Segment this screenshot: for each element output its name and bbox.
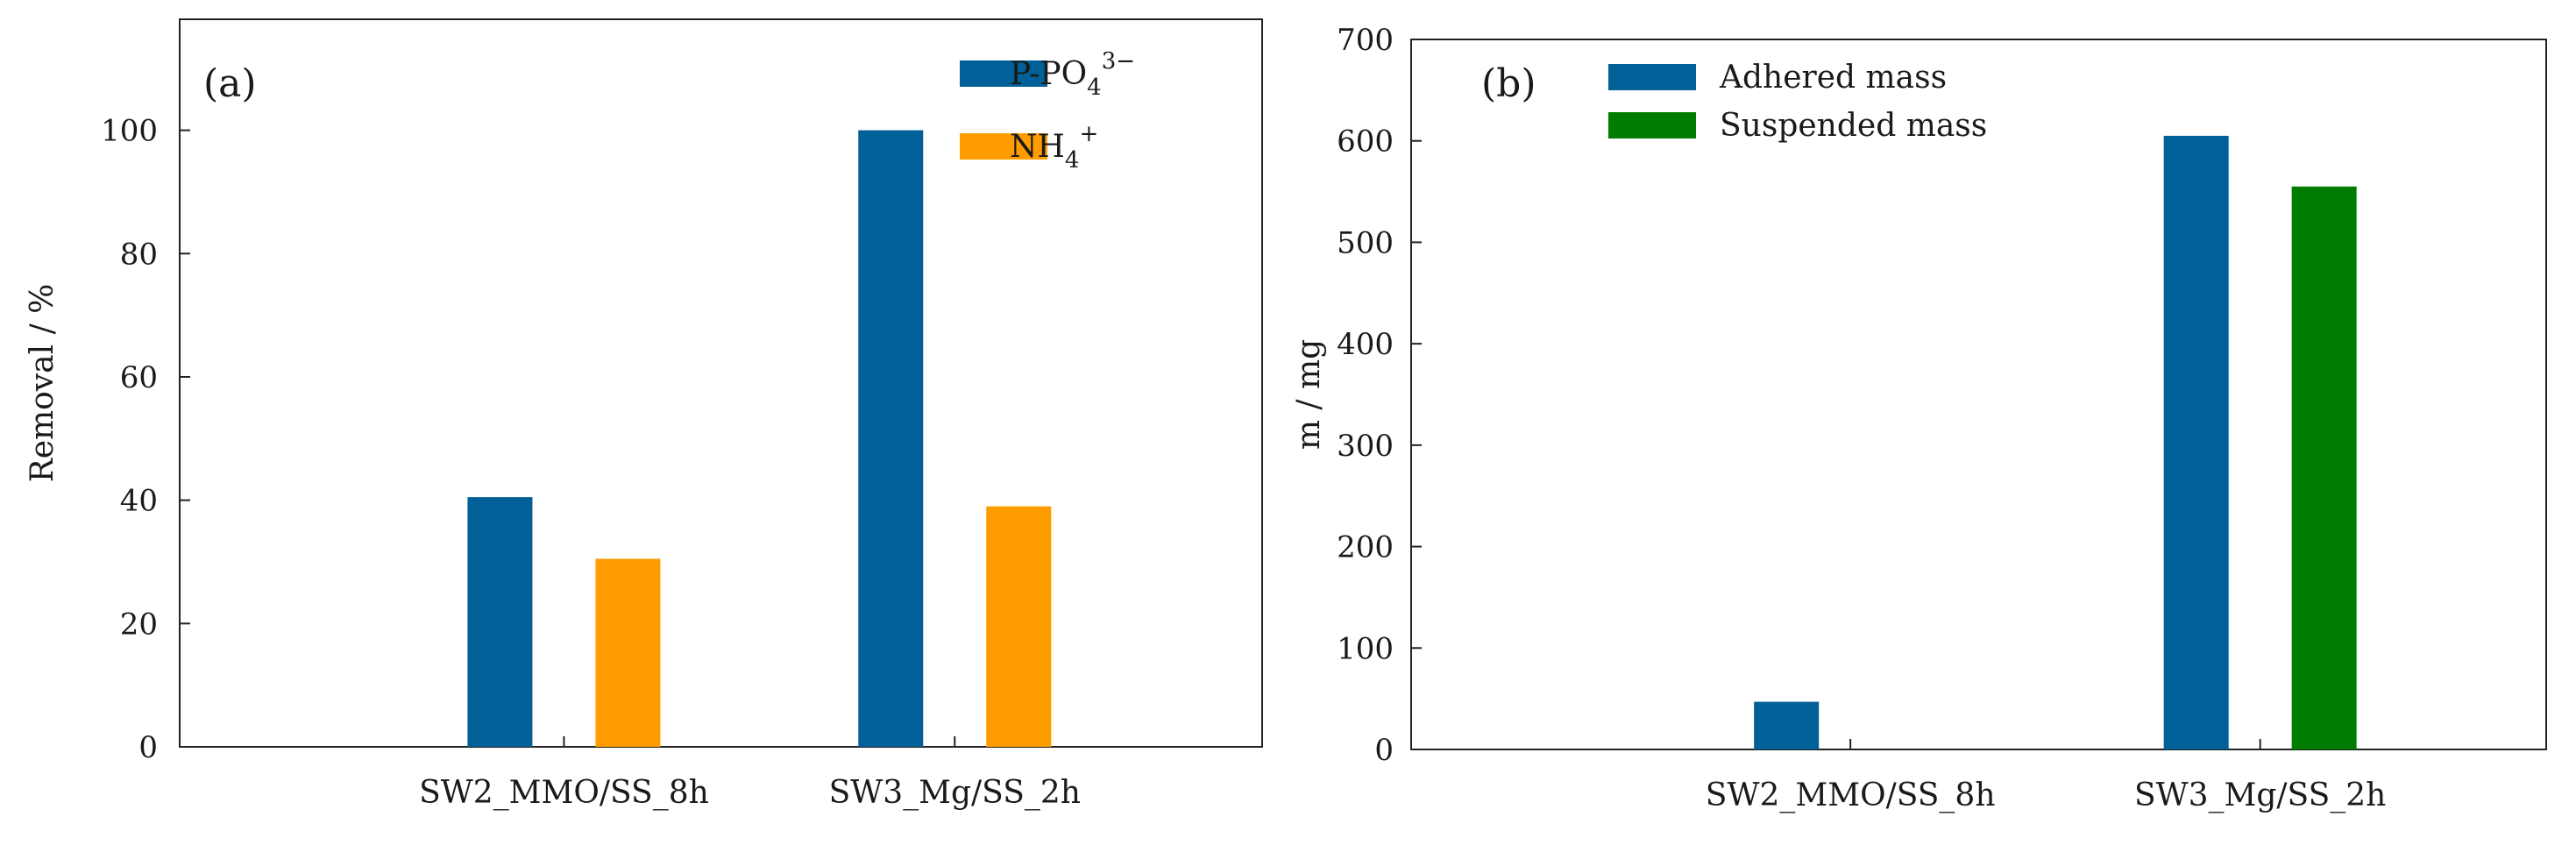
panel-label: (a): [203, 61, 257, 106]
legend-subscript: 4: [1087, 75, 1102, 101]
y-tick-label: 0: [1374, 733, 1394, 768]
y-tick-label: 60: [120, 360, 158, 395]
legend-main: P-PO: [1010, 56, 1087, 92]
legend-superscript: 3−: [1102, 48, 1135, 75]
bar-series2: [595, 558, 661, 747]
legend-main: Adhered mass: [1719, 60, 1947, 96]
bar-series1: [1754, 701, 1820, 749]
legend-subscript: 4: [1065, 147, 1080, 174]
bar-series1: [858, 130, 924, 747]
legend-swatch: [1608, 64, 1696, 90]
y-tick-label: 80: [120, 237, 158, 272]
y-tick-label: 400: [1337, 327, 1394, 362]
y-tick-label: 0: [138, 730, 158, 765]
legend-label: Adhered mass: [1719, 60, 1947, 96]
legend-main: Suspended mass: [1720, 108, 1987, 144]
y-tick-label: 500: [1337, 225, 1394, 260]
y-tick-label: 600: [1337, 124, 1394, 160]
y-tick-label: 40: [120, 484, 158, 519]
panel-b: 0 100 200 300 400 500 600 700 m / mg SW2_MMO/SS_8…: [1291, 23, 2547, 813]
y-axis-title: m / mg: [1291, 339, 1327, 450]
y-tick-label: 700: [1337, 23, 1394, 58]
legend-superscript: +: [1079, 121, 1098, 147]
legend-swatch: [960, 60, 1047, 87]
y-tick-label: 200: [1337, 530, 1394, 565]
y-tick-label: 300: [1337, 429, 1394, 464]
plot-frame: [179, 18, 1263, 748]
bar-series2: [2291, 186, 2357, 750]
legend-label: NH4+: [1010, 121, 1098, 174]
legend-label: P-PO43−: [1010, 48, 1135, 101]
x-tick-label: SW3_Mg/SS_2h: [2134, 778, 2386, 813]
y-tick-label: 20: [120, 607, 158, 642]
legend-swatch: [1608, 112, 1696, 138]
x-tick-label: SW2_MMO/SS_8h: [1706, 778, 1996, 813]
panel-label: (b): [1481, 61, 1536, 106]
plot-frame: [1410, 39, 2547, 750]
y-tick-label: 100: [101, 114, 158, 149]
bar-series1: [2163, 135, 2229, 749]
legend-main: NH: [1010, 129, 1065, 165]
y-axis-title: Removal / %: [25, 284, 60, 483]
bar-series2: [986, 506, 1052, 747]
legend-label: Suspended mass: [1720, 108, 1987, 144]
y-tick-label: 100: [1337, 631, 1394, 666]
x-tick-label: SW2_MMO/SS_8h: [419, 775, 709, 811]
bar-series1: [467, 497, 533, 747]
panel-a: 0 20 40 60 80 100 Removal / % SW2_MMO/SS_8h SW3_…: [25, 18, 1263, 811]
legend-swatch: [960, 133, 1047, 160]
x-tick-label: SW3_Mg/SS_2h: [829, 775, 1081, 811]
